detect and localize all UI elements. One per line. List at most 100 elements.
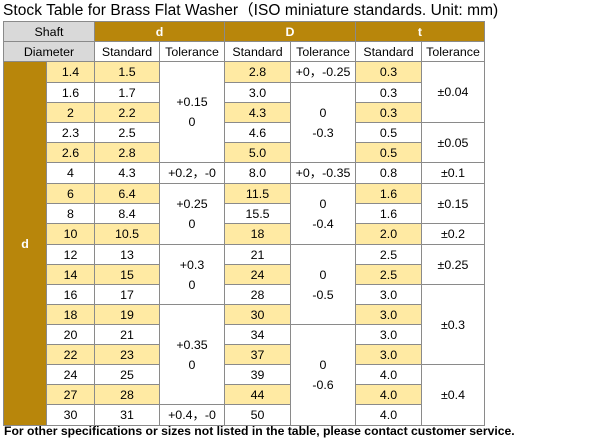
D-standard-value: 18 xyxy=(224,223,291,245)
t-standard-value: 3.0 xyxy=(355,304,422,325)
d-standard-value: 2.2 xyxy=(94,102,160,123)
tolerance-value: 0 xyxy=(188,277,196,292)
d-standard-value: 1.7 xyxy=(94,82,160,103)
D-standard-value: 28 xyxy=(224,284,291,305)
tolerance-value: ±0.05 xyxy=(437,135,469,150)
tolerance-value: 0 xyxy=(319,267,327,282)
tolerance-value: +0，-0.35 xyxy=(295,166,351,180)
t-standard-value: 3.0 xyxy=(355,344,422,365)
table-row: 8 8.4 15.5 1.6 xyxy=(4,203,485,224)
tolerance-value: +0.15 xyxy=(176,95,208,109)
D-standard-value: 30 xyxy=(224,304,291,325)
t-standard-value: 4.0 xyxy=(355,404,422,426)
shaft-value: 1.4 xyxy=(46,61,95,83)
tolerance-value: ±0.1 xyxy=(440,166,466,180)
t-standard-value: 0.8 xyxy=(355,162,422,184)
d-standard-value: 25 xyxy=(94,364,160,385)
table-row: 14 15 24 2.5 xyxy=(4,264,485,285)
t-standard-value: 4.0 xyxy=(355,364,422,385)
shaft-value: 27 xyxy=(46,384,95,405)
shaft-value: 2 xyxy=(46,102,95,123)
tolerance-value: +0.3 xyxy=(179,257,205,272)
table-row: 2.3 2.5 4.6 0.5 ±0.05 xyxy=(4,122,485,163)
tolerance-value: 0 xyxy=(188,357,196,372)
d-standard-value: 13 xyxy=(94,244,160,265)
d-tolerance-cell: +0.3 0 xyxy=(159,244,225,305)
stock-table: Shaft d D t Diameter Standard Tolerance … xyxy=(3,21,485,426)
D-standard-value: 37 xyxy=(224,344,291,365)
t-standard-value: 0.3 xyxy=(355,102,422,123)
table-row: 6 6.4 +0.25 0 11.5 0 -0.4 1.6 ±0.15 xyxy=(4,183,485,245)
shaft-value: 12 xyxy=(46,244,95,265)
tolerance-value: 0 xyxy=(319,197,327,211)
t-standard-value: 3.0 xyxy=(355,324,422,345)
D-tolerance-cell: 0 -0.5 xyxy=(290,244,356,325)
table-row: 22 23 37 3.0 xyxy=(4,344,485,365)
tolerance-value: ±0.4 xyxy=(440,388,466,402)
D-standard-value: 11.5 xyxy=(224,183,291,204)
D-standard-value: 2.8 xyxy=(224,61,291,83)
D-standard-value: 24 xyxy=(224,264,291,285)
t-standard-value: 4.0 xyxy=(355,384,422,405)
d-standard-value: 21 xyxy=(94,324,160,345)
shaft-value: 8 xyxy=(46,203,95,224)
shaft-value: 14 xyxy=(46,264,95,285)
shaft-value: 30 xyxy=(46,404,95,426)
D-standard-value: 15.5 xyxy=(224,203,291,224)
d-tolerance-cell: +0.15 0 xyxy=(159,61,225,163)
D-standard-value: 44 xyxy=(224,384,291,405)
t-standard-value: 2.5 xyxy=(355,244,422,265)
t-standard-value: 1.6 xyxy=(355,183,422,204)
d-tolerance-cell: +0.2，-0 xyxy=(159,162,225,184)
t-standard-value: 2.5 xyxy=(355,264,422,285)
shaft-value: 16 xyxy=(46,284,95,305)
t-tolerance-cell: ±0.05 xyxy=(421,122,485,163)
t-standard-value: 2.0 xyxy=(355,223,422,245)
table-row: d 1.4 1.5 +0.15 0 2.8 +0，-0.25 0.3 ±0.04 xyxy=(3,61,485,426)
D-standard-value: 21 xyxy=(224,244,291,265)
d-standard-value: 8.4 xyxy=(94,203,160,224)
table-row: 16 17 28 3.0 ±0.3 xyxy=(4,284,485,365)
col-header-D-tolerance: Tolerance xyxy=(290,41,356,62)
tolerance-value: 0 xyxy=(188,115,196,129)
shaft-value: 20 xyxy=(46,324,95,345)
tolerance-value: +0.35 xyxy=(176,337,208,352)
t-standard-value: 0.5 xyxy=(355,122,422,143)
D-standard-value: 39 xyxy=(224,364,291,385)
tolerance-value: 0 xyxy=(319,358,327,372)
tolerance-value: ±0.3 xyxy=(440,317,466,332)
t-standard-value: 0.3 xyxy=(355,61,422,83)
d-standard-value: 10.5 xyxy=(94,223,160,245)
table-row: 2.6 2.8 5.0 0.5 xyxy=(4,142,485,163)
d-standard-value: 15 xyxy=(94,264,160,285)
d-tolerance-cell: +0.35 0 xyxy=(159,304,225,405)
t-tolerance-cell: ±0.04 xyxy=(421,61,485,123)
shaft-value: 1.6 xyxy=(46,82,95,103)
d-standard-value: 23 xyxy=(94,344,160,365)
col-header-t-tolerance: Tolerance xyxy=(421,41,485,62)
shaft-value: 18 xyxy=(46,304,95,325)
d-tolerance-cell: +0.4，-0 xyxy=(159,404,225,426)
d-standard-value: 1.5 xyxy=(94,61,160,83)
tolerance-value: ±0.04 xyxy=(437,85,469,99)
col-header-t-standard: Standard xyxy=(355,41,422,62)
table-row: 10 10.5 18 2.0 ±0.2 xyxy=(4,223,485,245)
tolerance-value: -0.6 xyxy=(312,378,334,392)
tolerance-value: +0，-0.25 xyxy=(295,65,351,79)
tolerance-value: +0.2，-0 xyxy=(168,166,216,180)
table-row: 30 31 +0.4，-0 50 4.0 xyxy=(4,404,485,426)
page-title: Stock Table for Brass Flat Washer（ISO mi… xyxy=(3,2,499,19)
shaft-value: 6 xyxy=(46,183,95,204)
group-header-d: d xyxy=(94,21,225,42)
d-standard-value: 2.5 xyxy=(94,122,160,143)
header-row-groups: Shaft d D t xyxy=(3,21,485,42)
shaft-value: 22 xyxy=(46,344,95,365)
tolerance-value: 0 xyxy=(188,217,196,231)
shaft-value: 10 xyxy=(46,223,95,245)
tolerance-value: ±0.2 xyxy=(440,227,466,241)
t-standard-value: 0.5 xyxy=(355,142,422,163)
d-standard-value: 17 xyxy=(94,284,160,305)
t-tolerance-cell: ±0.1 xyxy=(421,162,485,184)
D-tolerance-cell: +0，-0.35 xyxy=(290,162,356,184)
t-tolerance-cell: ±0.25 xyxy=(421,244,485,285)
